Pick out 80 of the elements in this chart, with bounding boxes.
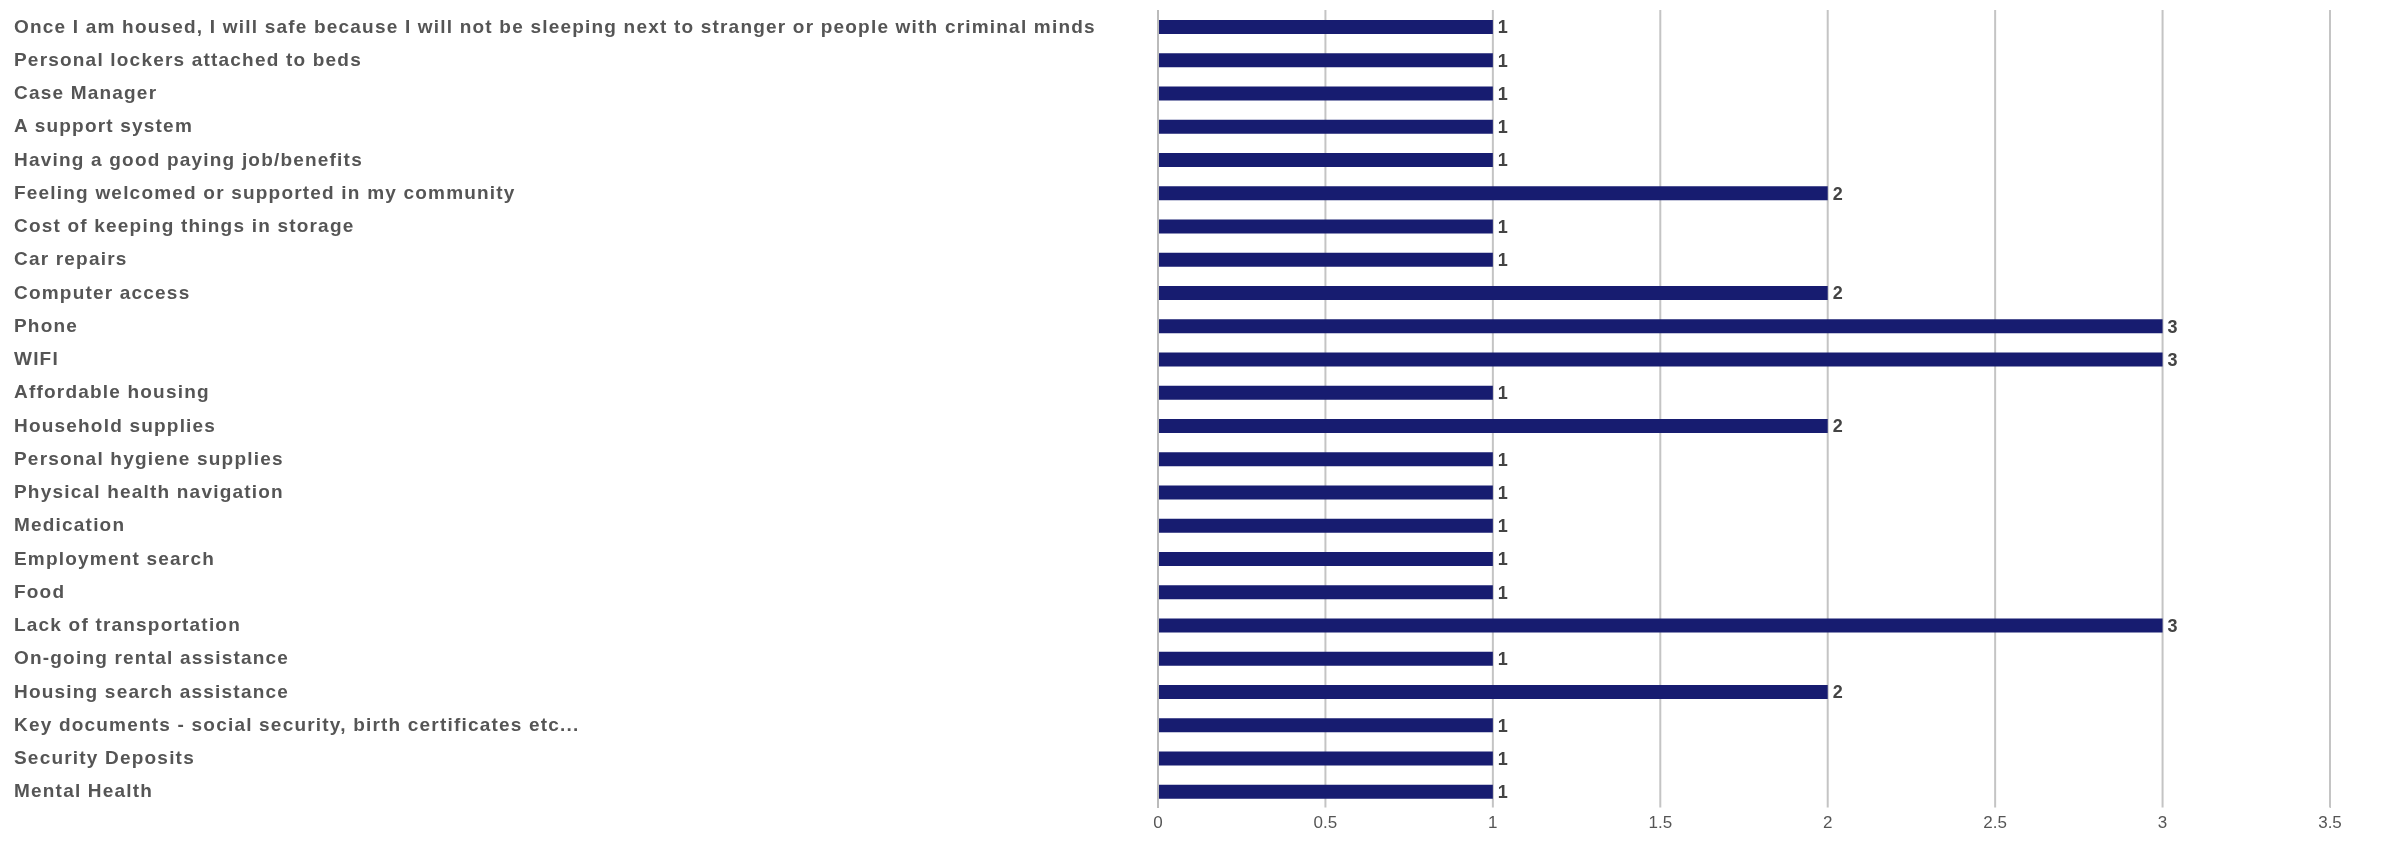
y-tick-label: Car repairs: [14, 248, 128, 270]
bar: [1158, 352, 2163, 367]
y-tick-label: Mental Health: [14, 780, 154, 802]
y-tick-label: Phone: [14, 314, 79, 336]
y-tick-label: WIFI: [14, 348, 59, 370]
bar: [1158, 186, 1828, 201]
bar: [1158, 252, 1493, 267]
bar: [1158, 718, 1493, 733]
y-tick-label: Computer access: [14, 281, 191, 303]
data-label: 1: [1497, 482, 1508, 503]
data-label: 1: [1497, 83, 1508, 104]
bar: [1158, 119, 1493, 134]
bar: [1158, 20, 1493, 34]
y-tick-label: Security Deposits: [14, 747, 195, 769]
x-tick-label: 3.5: [2318, 813, 2342, 833]
data-label: 1: [1497, 782, 1508, 803]
data-label: 3: [2167, 615, 2178, 636]
y-tick-label: Food: [14, 580, 66, 602]
y-tick-label: On-going rental assistance: [14, 647, 290, 669]
data-label: 1: [1497, 582, 1508, 603]
bar: [1158, 286, 1828, 300]
y-tick-label: Key documents - social security, birth certificates etc...: [14, 713, 580, 735]
y-tick-label: Affordable housing: [14, 381, 210, 403]
data-label: 1: [1497, 250, 1508, 271]
data-label: 2: [1832, 682, 1843, 703]
data-label: 1: [1497, 117, 1508, 138]
y-tick-label: Physical health navigation: [14, 481, 284, 503]
data-label: 1: [1497, 50, 1508, 71]
data-label: 1: [1497, 383, 1508, 404]
bar: [1158, 784, 1493, 799]
bar: [1158, 319, 2163, 334]
bar: [1158, 485, 1493, 500]
bar: [1158, 585, 1493, 600]
data-label: 1: [1497, 715, 1508, 736]
data-label: 1: [1497, 549, 1508, 570]
data-label: 1: [1497, 449, 1508, 470]
data-label: 1: [1497, 516, 1508, 537]
bar: [1158, 452, 1493, 467]
data-label: 2: [1832, 416, 1843, 437]
y-tick-label: Medication: [14, 514, 126, 536]
y-tick-label: Lack of transportation: [14, 614, 241, 636]
x-tick-label: 0: [1153, 813, 1163, 833]
data-label: 1: [1497, 216, 1508, 237]
data-label: 1: [1497, 748, 1508, 769]
y-tick-label: Housing search assistance: [14, 680, 289, 702]
data-label: 1: [1497, 17, 1508, 38]
bar: [1158, 419, 1828, 433]
x-tick-label: 2: [1822, 813, 1833, 833]
y-tick-label: Employment search: [14, 547, 215, 569]
x-tick-label: 3: [2157, 813, 2168, 833]
x-tick-label: 1.5: [1648, 813, 1673, 833]
y-tick-label: Personal hygiene supplies: [14, 447, 284, 469]
y-tick-label: Once I am housed, I will safe because I will not be sleeping next to stranger or people with criminal minds: [14, 15, 1096, 37]
bar: [1158, 751, 1493, 766]
bar: [1158, 53, 1493, 68]
y-tick-label: A support system: [14, 115, 193, 137]
y-tick-label: Having a good paying job/benefits: [14, 148, 363, 170]
bar: [1158, 219, 1493, 234]
bar: [1158, 552, 1493, 566]
y-tick-label: Feeling welcomed or supported in my community: [14, 181, 516, 203]
bar: [1158, 153, 1493, 167]
data-label: 1: [1497, 649, 1508, 670]
y-tick-label: Personal lockers attached to beds: [14, 48, 362, 70]
bar: [1158, 518, 1493, 533]
data-label: 3: [2167, 349, 2178, 370]
data-label: 2: [1832, 183, 1843, 204]
y-tick-label: Cost of keeping things in storage: [14, 215, 355, 237]
bar: [1158, 685, 1828, 699]
bar: [1158, 651, 1493, 666]
x-tick-label: 2.5: [1983, 813, 2007, 833]
data-label: 2: [1832, 283, 1843, 304]
y-tick-label: Household supplies: [14, 414, 217, 436]
data-label: 3: [2167, 316, 2178, 337]
y-tick-label: Case Manager: [14, 82, 158, 104]
x-tick-label: 0.5: [1313, 813, 1338, 833]
data-label: 1: [1497, 150, 1508, 171]
bar: [1158, 618, 2163, 633]
bar: [1158, 385, 1493, 400]
bar: [1158, 86, 1493, 101]
x-tick-label: 1: [1488, 813, 1498, 833]
